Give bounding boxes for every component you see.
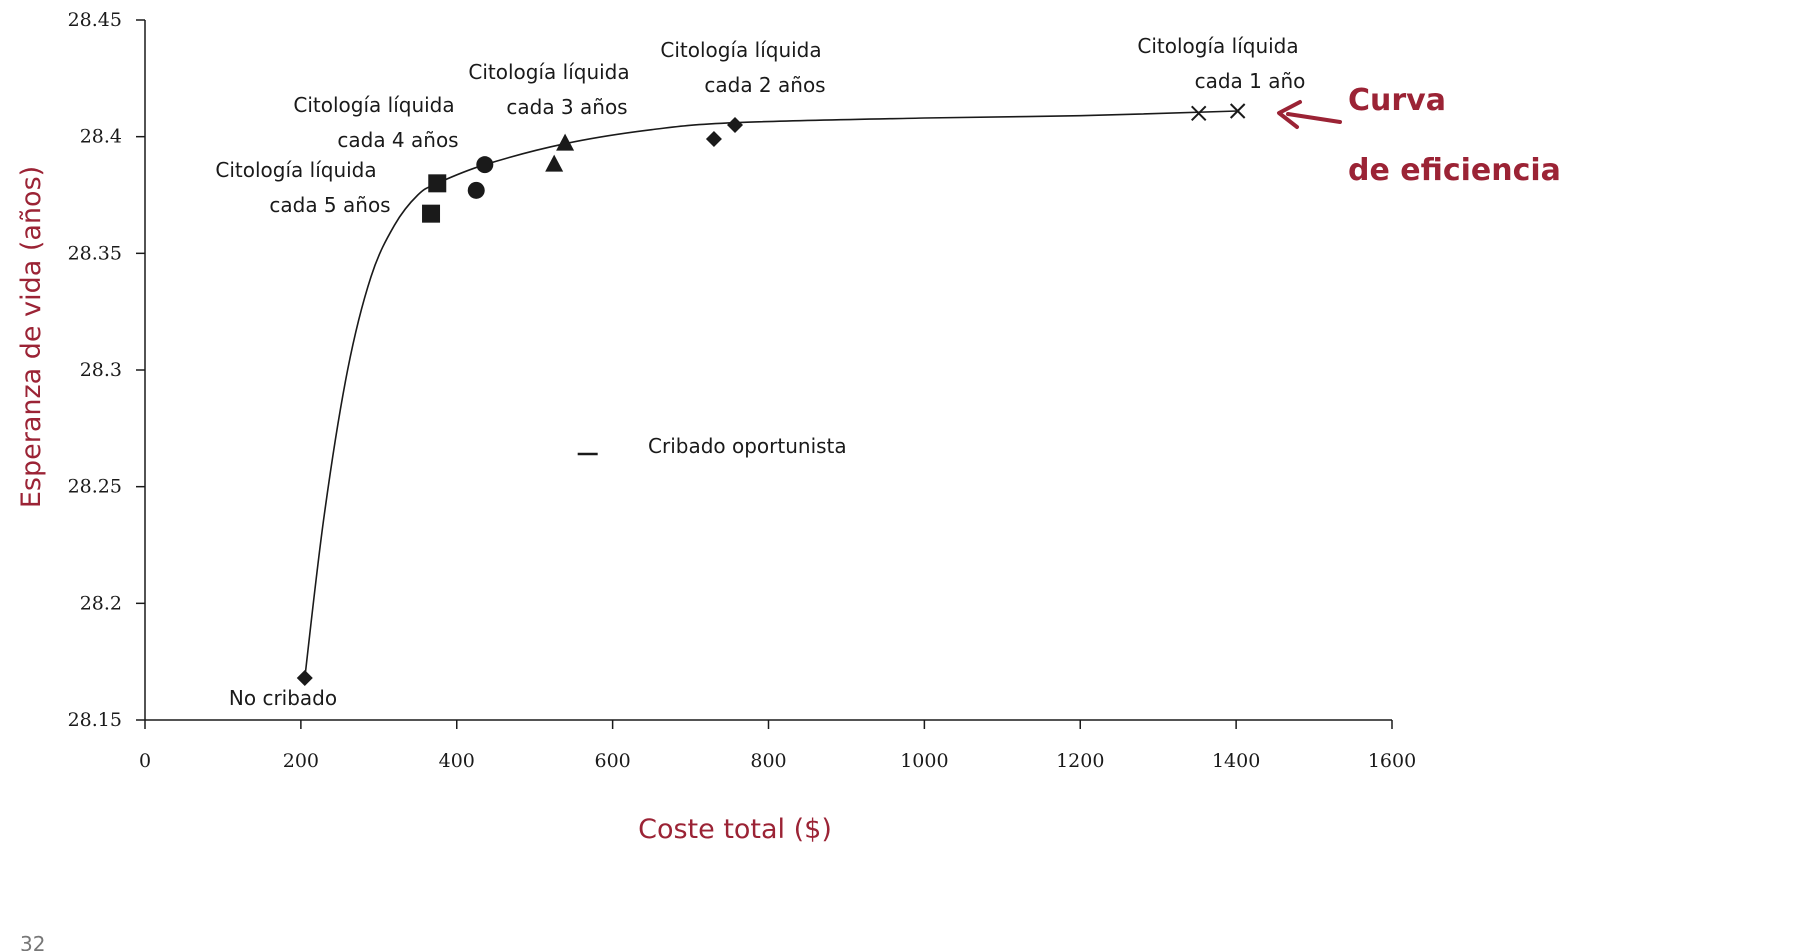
callout-line2: de eficiencia [1348, 153, 1561, 188]
citologia-1-label-line2: cada 1 año [1195, 69, 1306, 93]
axes [144, 20, 1392, 721]
data-points [296, 103, 1246, 686]
citologia-2-label-line1: Citología líquida [660, 38, 821, 62]
x-tick-label: 0 [139, 750, 151, 772]
efficiency-curve-line [304, 110, 1238, 679]
callout-line1: Curva [1348, 83, 1446, 118]
x-ticks: 0 200 400 600 800 1000 1200 1400 1600 [139, 720, 1416, 772]
y-tick-label: 28.45 [68, 9, 122, 31]
citologia-3-label-line1: Citología líquida [468, 60, 629, 84]
x-tick-label: 1200 [1056, 750, 1104, 772]
diamond-marker [705, 131, 722, 147]
page-number: 32 [20, 932, 45, 951]
square-marker [428, 174, 447, 193]
y-tick-label: 28.4 [80, 126, 122, 148]
x-marker [1229, 103, 1246, 119]
x-tick-label: 1600 [1368, 750, 1416, 772]
circle-marker [467, 181, 485, 199]
y-tick-label: 28.25 [68, 476, 122, 498]
triangle-marker [545, 154, 564, 172]
x-tick-label: 1400 [1212, 750, 1260, 772]
citologia-3-label-line2: cada 3 años [506, 95, 627, 119]
x-tick-label: 200 [283, 750, 319, 772]
x-tick-label: 800 [750, 750, 786, 772]
citologia-5-label-line1: Citología líquida [215, 158, 376, 182]
citologia-4-label-line1: Citología líquida [293, 93, 454, 117]
citologia-1-label-line1: Citología líquida [1137, 34, 1298, 58]
citologia-4-label-line2: cada 4 años [337, 128, 458, 152]
y-tick-label: 28.2 [80, 592, 122, 614]
no-cribado-label: No cribado [229, 686, 337, 710]
y-tick-label: 28.3 [80, 359, 122, 381]
y-ticks: 28.15 28.2 28.25 28.3 28.35 28.4 28.45 [68, 9, 145, 731]
x-tick-label: 400 [439, 750, 475, 772]
callout-arrow [1277, 100, 1342, 129]
diamond-marker [726, 117, 743, 133]
x-tick-label: 600 [594, 750, 630, 772]
cribado-oportunista-label: Cribado oportunista [648, 434, 847, 458]
x-marker [1191, 105, 1207, 122]
y-tick-label: 28.35 [68, 242, 122, 264]
square-marker [422, 204, 441, 223]
triangle-marker [556, 133, 575, 151]
diamond-marker [296, 670, 313, 686]
y-tick-label: 28.15 [68, 709, 122, 731]
x-tick-label: 1000 [900, 750, 948, 772]
x-axis-title: Coste total ($) [638, 814, 832, 845]
citologia-2-label-line2: cada 2 años [704, 73, 825, 97]
circle-marker [476, 156, 494, 174]
y-axis-title: Esperanza de vida (años) [16, 166, 47, 508]
citologia-5-label-line2: cada 5 años [269, 193, 390, 217]
